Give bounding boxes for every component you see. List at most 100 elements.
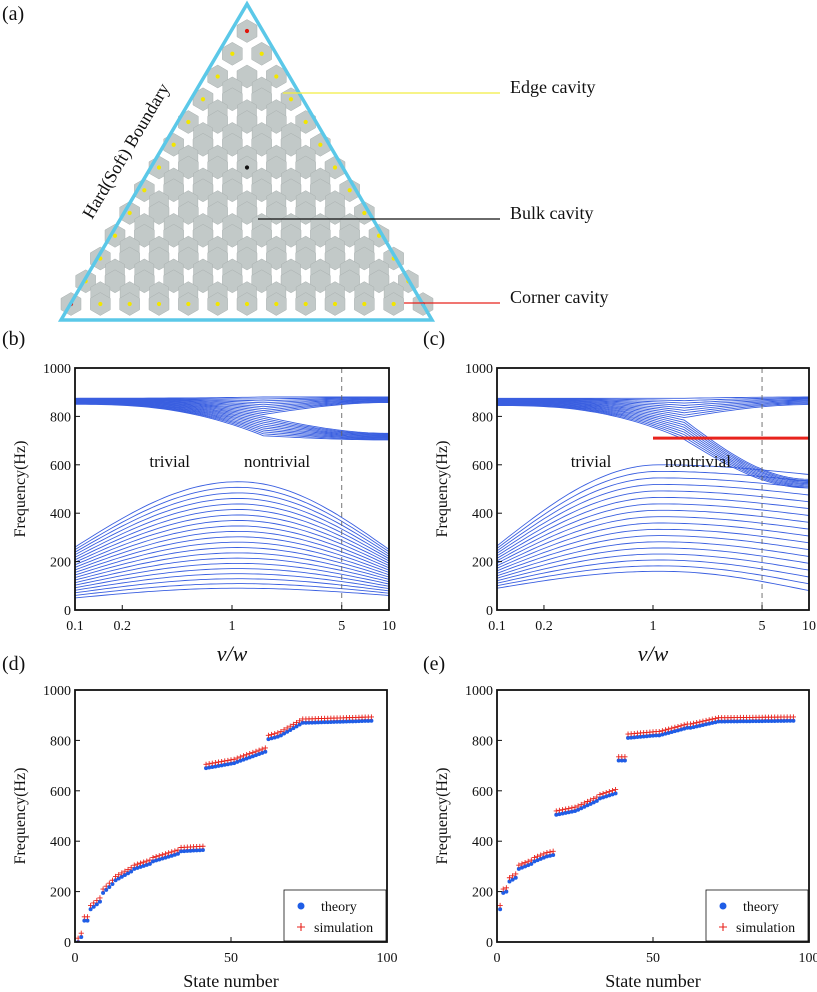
theory-point	[729, 719, 733, 724]
theory-point	[529, 861, 534, 866]
simulation-point	[212, 760, 218, 766]
theory-point	[669, 730, 674, 734]
theory-point	[635, 735, 640, 740]
simulation-point	[553, 808, 559, 814]
x-tick-label: 0	[72, 951, 79, 966]
theory-point	[331, 719, 336, 724]
simulation-point	[687, 721, 694, 727]
theory-point	[97, 899, 102, 904]
theory-point	[516, 866, 521, 871]
simulation-point	[200, 843, 206, 849]
theory-point	[238, 758, 243, 763]
theory-point	[122, 872, 127, 877]
simulation-point	[141, 859, 147, 865]
theory-point	[119, 874, 124, 879]
theory-point	[713, 720, 718, 725]
theory-point	[594, 798, 599, 803]
band-line	[75, 587, 389, 599]
theory-point	[219, 763, 224, 768]
legend-theory-label: theory	[743, 900, 779, 915]
theory-point	[288, 727, 293, 732]
band-line	[497, 400, 809, 414]
edge-cavity-dot	[318, 142, 323, 147]
y-axis-label: Frequency(Hz)	[12, 441, 29, 538]
edge-cavity-dot	[259, 51, 264, 56]
simulation-point	[694, 720, 700, 726]
theory-point	[197, 848, 202, 853]
simulation-point	[622, 754, 628, 760]
theory-point	[694, 724, 699, 729]
simulation-point	[706, 717, 712, 723]
simulation-point	[144, 858, 150, 864]
theory-point	[523, 864, 528, 869]
theory-point	[82, 918, 87, 923]
legend-box	[283, 889, 387, 942]
nontrivial-label: nontrivial	[665, 452, 731, 471]
edge-cavity-dot	[244, 301, 250, 307]
theory-point	[366, 718, 371, 723]
theory-point	[110, 882, 115, 887]
band-line	[497, 522, 809, 569]
chart-panel-e: (e) 0 50 100 State number theory simulation 0 20…	[423, 653, 817, 991]
band-line	[497, 553, 809, 582]
theory-point	[225, 762, 230, 767]
plot-frame	[74, 367, 390, 611]
theory-point	[697, 723, 702, 728]
edge-cavity-dot	[391, 301, 396, 307]
theory-point	[716, 719, 721, 724]
band-line	[497, 403, 809, 485]
simulation-point	[297, 718, 303, 724]
theory-point	[544, 854, 549, 859]
theory-point	[185, 848, 190, 853]
chart-panel-d: (d) 0 50 100 State number theory simulation 0 20…	[2, 653, 398, 991]
x-tick-label: 0	[494, 951, 501, 966]
theory-point	[285, 729, 290, 734]
band-line	[497, 535, 809, 574]
theory-point	[607, 793, 612, 798]
simulation-point	[709, 716, 715, 722]
x-tick-label: 10	[382, 619, 396, 634]
theory-point	[132, 866, 137, 871]
theory-point	[172, 852, 177, 857]
theory-point	[772, 718, 777, 723]
band-line	[497, 397, 809, 402]
theory-point	[725, 719, 730, 724]
theory-point	[760, 719, 765, 724]
x-axis-label: v/w	[638, 641, 669, 666]
x-axis-label: v/w	[217, 641, 248, 666]
x-tick-label: 0.1	[66, 619, 84, 634]
trivial-label: trivial	[149, 452, 190, 471]
simulation-point	[240, 753, 247, 759]
theory-point	[160, 856, 165, 861]
simulation-point	[659, 728, 665, 734]
y-axis-label: Frequency(Hz)	[434, 441, 451, 538]
theory-point	[126, 871, 131, 876]
theory-point	[675, 728, 680, 733]
y-tick-label: 200	[50, 886, 71, 901]
band-line	[497, 399, 809, 409]
simulation-point	[281, 727, 287, 733]
y-tick-label: 1000	[465, 684, 493, 699]
theory-point	[785, 718, 790, 723]
band-line	[75, 578, 389, 594]
edge-cavity-dot	[215, 301, 220, 307]
simulation-point	[268, 731, 275, 738]
theory-point	[147, 861, 152, 866]
simulation-point	[559, 807, 566, 813]
theory-point	[682, 726, 687, 731]
edge-cavity-dot	[156, 301, 162, 307]
x-tick-label: 100	[799, 951, 817, 966]
band-line	[75, 573, 389, 591]
x-tick-label: 10	[802, 619, 816, 634]
theory-point	[557, 812, 562, 817]
simulation-point	[290, 721, 296, 727]
band-line	[75, 514, 389, 564]
edge-cavity-dot	[127, 210, 132, 216]
theory-point	[738, 719, 743, 724]
theory-point	[685, 725, 690, 730]
legend-simulation-marker	[297, 923, 305, 931]
theory-point	[579, 806, 584, 811]
band-line	[497, 496, 809, 559]
theory-point	[666, 730, 671, 735]
band-line	[75, 562, 389, 586]
